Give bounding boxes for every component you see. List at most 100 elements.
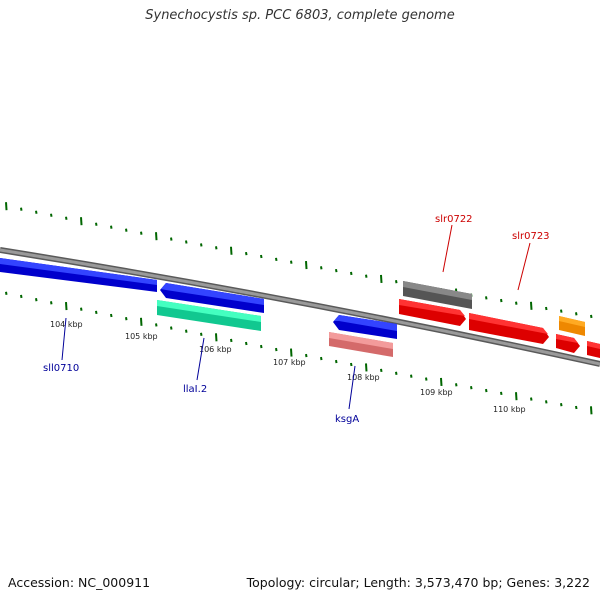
upper-tick-row	[5, 202, 593, 319]
scale-tick	[575, 312, 578, 316]
scale-tick	[395, 280, 398, 284]
scale-label-110: 110 kbp	[493, 405, 526, 414]
scale-tick	[185, 329, 188, 333]
scale-tick	[95, 222, 98, 226]
scale-tick	[65, 216, 68, 220]
scale-tick	[20, 294, 23, 299]
scale-tick	[365, 274, 368, 278]
scale-tick	[410, 374, 413, 378]
gene-label-ksgA[interactable]: ksgA	[335, 414, 359, 425]
scale-tick	[80, 217, 83, 226]
scale-tick	[200, 243, 203, 247]
scale-tick	[260, 344, 263, 349]
scale-tick	[500, 391, 503, 396]
scale-tick	[110, 313, 113, 318]
scale-tick	[350, 362, 353, 367]
scale-tick	[170, 326, 173, 330]
scale-tick	[275, 257, 278, 262]
scale-tick	[335, 268, 338, 273]
gene-label-sll0710[interactable]: sll0710	[43, 363, 79, 374]
scale-tick	[365, 363, 368, 372]
scale-tick	[515, 301, 518, 305]
scale-tick	[500, 298, 503, 303]
scale-tick	[395, 371, 398, 375]
gene-forward-red-2[interactable]	[556, 334, 580, 353]
gene-label-slr0722[interactable]: slr0722	[435, 214, 473, 225]
gene-pink[interactable]	[329, 332, 393, 357]
scale-tick	[560, 309, 563, 313]
scale-tick	[425, 377, 428, 381]
scale-tick	[455, 383, 458, 387]
genome-info-label: Topology: circular; Length: 3,573,470 bp…	[246, 575, 590, 590]
scale-tick	[560, 403, 563, 407]
genome-backbone	[0, 247, 600, 367]
scale-label-107: 107 kbp	[273, 358, 306, 367]
gene-ksgA[interactable]	[333, 315, 397, 339]
scale-tick	[485, 388, 488, 393]
scale-tick	[245, 341, 248, 346]
scale-label-108: 108 kbp	[347, 373, 380, 382]
scale-tick	[200, 332, 203, 336]
scale-tick	[545, 400, 548, 404]
scale-tick	[440, 377, 443, 387]
gene-forward-red-1[interactable]	[399, 299, 466, 326]
scale-tick	[305, 260, 308, 270]
scale-tick	[5, 202, 8, 211]
scale-tick	[35, 210, 38, 214]
scale-tick	[170, 237, 173, 241]
scale-tick	[590, 406, 593, 415]
scale-tick	[230, 246, 233, 255]
leader-slr0723	[517, 242, 531, 291]
leader-ksgA	[348, 365, 356, 410]
scale-label-105: 105 kbp	[125, 332, 158, 341]
scale-tick	[545, 306, 548, 311]
scale-tick	[350, 271, 353, 276]
scale-tick	[320, 356, 323, 361]
scale-tick	[5, 291, 8, 295]
scale-tick	[380, 368, 383, 373]
scale-tick	[230, 338, 233, 343]
gene-sll0710[interactable]	[0, 258, 157, 292]
scale-tick	[20, 207, 23, 211]
scale-tick	[95, 310, 98, 315]
gene-label-llaI2[interactable]: llaI.2	[183, 384, 207, 395]
scale-tick	[290, 260, 293, 264]
scale-tick	[140, 231, 143, 235]
scale-tick	[320, 266, 323, 270]
scale-tick	[155, 232, 158, 241]
scale-tick	[515, 392, 518, 401]
scale-tick	[215, 246, 218, 250]
gene-forward-red-3[interactable]	[587, 341, 600, 358]
scale-tick	[185, 240, 188, 244]
gene-slr0723[interactable]	[469, 313, 549, 344]
scale-tick	[35, 297, 38, 302]
scale-tick	[110, 225, 113, 229]
scale-tick	[50, 301, 53, 305]
scale-tick	[65, 301, 68, 311]
gene-llaI2[interactable]	[157, 300, 261, 331]
scale-tick	[530, 397, 533, 401]
scale-tick	[305, 353, 308, 358]
gene-reverse-blue[interactable]	[160, 283, 264, 313]
scale-label-104: 104 kbp	[50, 320, 83, 329]
scale-tick	[140, 317, 143, 326]
gene-slr0722[interactable]	[403, 281, 472, 309]
gene-label-slr0723[interactable]: slr0723	[512, 231, 550, 242]
leader-llaI2	[196, 337, 205, 381]
leader-sll0710	[61, 317, 67, 361]
scale-label-106: 106 kbp	[199, 345, 232, 354]
scale-tick	[380, 274, 383, 284]
gene-orange[interactable]	[559, 316, 585, 336]
scale-tick	[485, 296, 488, 300]
accession-label: Accession: NC_000911	[8, 575, 151, 590]
scale-label-109: 109 kbp	[420, 388, 453, 397]
scale-tick	[530, 301, 533, 310]
scale-tick	[125, 317, 128, 321]
scale-tick	[575, 405, 578, 410]
scale-tick	[290, 348, 293, 357]
genome-backbone-highlight	[0, 248, 600, 366]
scale-tick	[470, 386, 473, 390]
scale-tick	[260, 254, 263, 259]
lower-tick-row	[5, 291, 593, 415]
